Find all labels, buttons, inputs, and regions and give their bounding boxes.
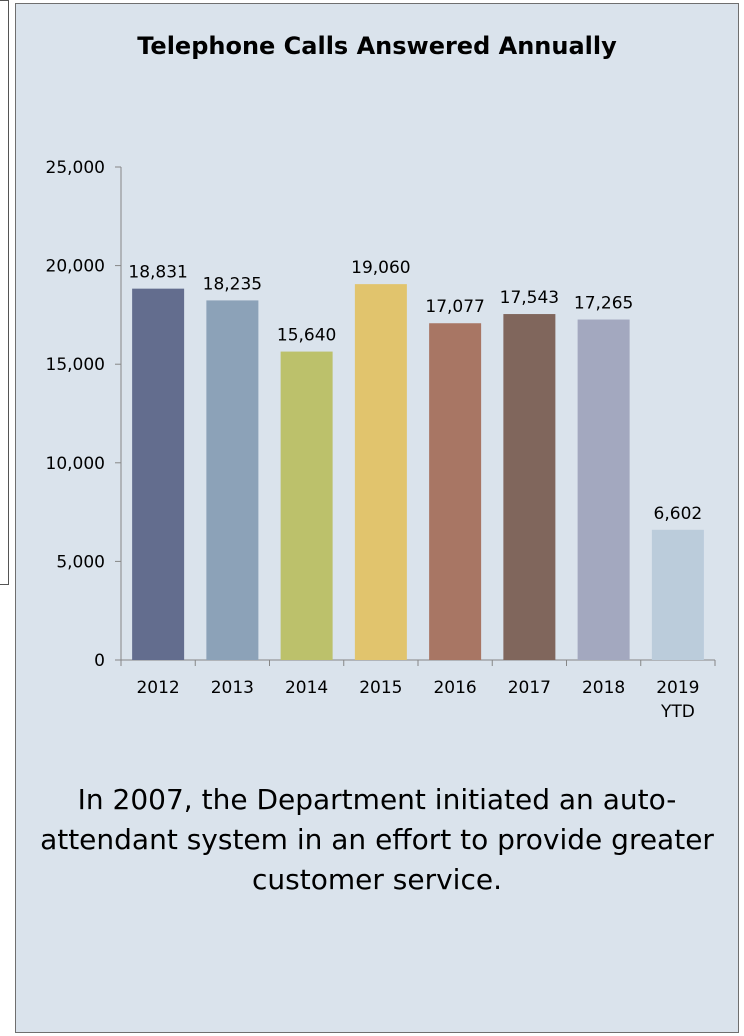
data-label: 19,060 [351, 258, 410, 278]
bar [429, 323, 482, 660]
adjacent-panel-frame [0, 0, 9, 585]
x-tick-label: 2016 [433, 678, 476, 698]
x-tick-label: YTD [660, 702, 695, 722]
y-tick-label: 0 [94, 651, 105, 671]
y-tick-label: 25,000 [46, 158, 105, 178]
bar [132, 288, 185, 660]
data-label: 15,640 [277, 326, 336, 346]
x-tick-label: 2013 [211, 678, 254, 698]
x-tick-label: 2012 [136, 678, 179, 698]
bar [503, 314, 556, 660]
bar [206, 300, 259, 660]
y-tick-label: 10,000 [46, 454, 105, 474]
x-tick-label: 2015 [359, 678, 402, 698]
bar [577, 319, 630, 660]
x-tick-label: 2019 [656, 678, 699, 698]
x-tick-label: 2018 [582, 678, 625, 698]
data-label: 6,602 [654, 504, 703, 524]
chart-title: Telephone Calls Answered Annually [137, 32, 617, 60]
data-label: 17,077 [425, 297, 484, 317]
bar [280, 351, 333, 660]
y-tick-label: 5,000 [56, 552, 105, 572]
bar [354, 284, 407, 660]
data-label: 17,543 [500, 288, 559, 308]
data-label: 18,831 [128, 263, 187, 283]
y-tick-label: 15,000 [46, 355, 105, 375]
chart-caption: In 2007, the Department initiated an aut… [40, 783, 714, 896]
data-label: 17,265 [574, 294, 633, 314]
x-tick-label: 2017 [508, 678, 551, 698]
chart-panel: Telephone Calls Answered Annually 0 5,000… [15, 3, 739, 1033]
bar-chart: 0 5,000 10,000 15,000 20,000 25,000 18,831 2012… [46, 158, 716, 722]
y-tick-label: 20,000 [46, 257, 105, 277]
x-tick-label: 2014 [285, 678, 328, 698]
bar [651, 529, 704, 660]
data-label: 18,235 [203, 274, 262, 294]
